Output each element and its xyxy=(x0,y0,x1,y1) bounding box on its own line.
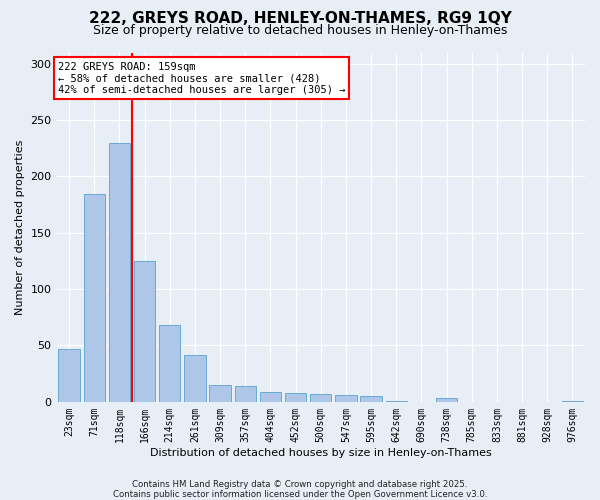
Bar xyxy=(134,261,155,402)
Bar xyxy=(285,393,307,402)
Bar xyxy=(58,349,80,402)
Bar xyxy=(209,385,231,402)
Y-axis label: Number of detached properties: Number of detached properties xyxy=(15,140,25,315)
Bar xyxy=(260,392,281,402)
Text: 222, GREYS ROAD, HENLEY-ON-THAMES, RG9 1QY: 222, GREYS ROAD, HENLEY-ON-THAMES, RG9 1… xyxy=(89,11,511,26)
Text: Size of property relative to detached houses in Henley-on-Thames: Size of property relative to detached ho… xyxy=(93,24,507,37)
Bar xyxy=(361,396,382,402)
Bar xyxy=(310,394,331,402)
Bar xyxy=(562,400,583,402)
Bar xyxy=(184,354,206,402)
Text: 222 GREYS ROAD: 159sqm
← 58% of detached houses are smaller (428)
42% of semi-de: 222 GREYS ROAD: 159sqm ← 58% of detached… xyxy=(58,62,345,94)
Bar xyxy=(386,400,407,402)
X-axis label: Distribution of detached houses by size in Henley-on-Thames: Distribution of detached houses by size … xyxy=(150,448,491,458)
Bar xyxy=(159,325,181,402)
Bar xyxy=(235,386,256,402)
Bar xyxy=(436,398,457,402)
Text: Contains HM Land Registry data © Crown copyright and database right 2025.
Contai: Contains HM Land Registry data © Crown c… xyxy=(113,480,487,499)
Bar xyxy=(83,194,105,402)
Bar xyxy=(109,142,130,402)
Bar xyxy=(335,395,356,402)
